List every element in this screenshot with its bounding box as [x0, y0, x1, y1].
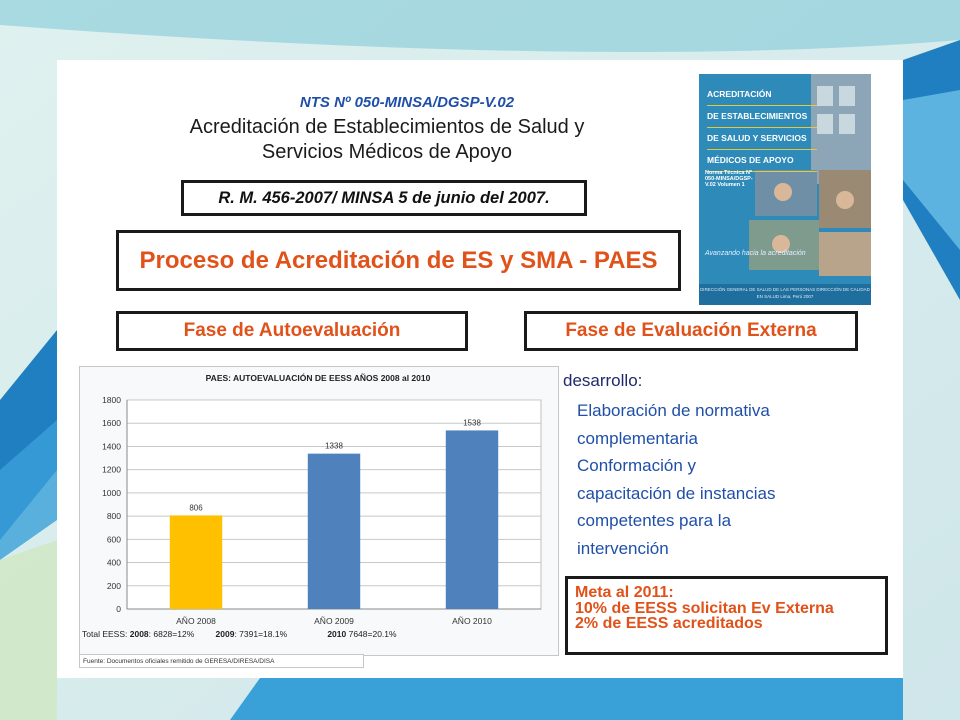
- cover-title-line: DE SALUD Y SERVICIOS: [707, 128, 817, 150]
- stats-label: Total EESS:: [82, 629, 128, 639]
- goal-line-external: 10% de EESS solicitan Ev Externa: [575, 599, 834, 617]
- y-tick-label: 1400: [102, 441, 121, 451]
- bar: [307, 453, 361, 609]
- x-tick-label: AÑO 2008: [176, 616, 216, 626]
- total-eess-stats: Total EESS: 2008: 6828=12% 2009: 7391=18…: [82, 629, 397, 639]
- x-tick-label: AÑO 2009: [314, 616, 354, 626]
- process-title-box: Proceso de Acreditación de ES y SMA - PA…: [116, 230, 681, 291]
- y-tick-label: 1600: [102, 418, 121, 428]
- bar-value-label: 806: [189, 503, 203, 512]
- stats-year-2008: 2008: [129, 629, 149, 639]
- bar: [445, 430, 499, 609]
- cover-subtitle: Norma Técnica Nº 050-MINSA/DGSP-V.02 Vol…: [705, 170, 753, 188]
- development-line: competentes para la: [577, 511, 732, 530]
- x-tick-label: AÑO 2010: [452, 616, 492, 626]
- bar-chart: 0 200 400 600 800 1000 1200 1400 1600 1800 806 AÑO …: [102, 395, 542, 626]
- chart-title: PAES: AUTOEVALUACIÓN DE EESS AÑOS 2008 a…: [205, 373, 431, 383]
- y-tick-label: 1200: [102, 465, 121, 475]
- development-line: capacitación de instancias: [577, 483, 776, 503]
- norm-code: NTS Nº 050-MINSA/DGSP-V.02: [299, 94, 515, 111]
- development-line: intervención: [577, 538, 669, 558]
- publication-cover-image: ACREDITACIÓN DE ESTABLECIMIENTOS DE SALU…: [699, 74, 871, 305]
- norm-title: Acreditación de Establecimientos de Salu…: [147, 115, 627, 165]
- chart-source-note: Fuente: Documentos oficiales remitido de…: [79, 654, 364, 668]
- development-line: Elaboración de normativa: [577, 401, 770, 420]
- y-tick-label: 800: [107, 511, 121, 521]
- stats-value-2008: : 6828=12%: [148, 629, 195, 639]
- process-title: Proceso de Acreditación de ES y SMA - PA…: [139, 247, 658, 274]
- phase-external-evaluation-label: Fase de Evaluación Externa: [565, 320, 817, 341]
- goal-line-accredited: 2% de EESS acreditados: [575, 615, 763, 632]
- cover-footer: DIRECCIÓN GENERAL DE SALUD DE LAS PERSON…: [699, 284, 871, 305]
- phase-external-evaluation-box: Fase de Evaluación Externa: [524, 311, 858, 351]
- norm-title-line1: Acreditación de Establecimientos de Salu…: [189, 116, 585, 138]
- bar-value-label: 1338: [325, 442, 343, 451]
- y-tick-label: 1000: [102, 488, 121, 498]
- goal-heading: Meta al 2011:: [575, 584, 674, 601]
- y-tick-label: 400: [107, 558, 121, 568]
- bar-value-label: 1538: [463, 418, 481, 427]
- y-tick-label: 600: [107, 534, 121, 544]
- cover-title-line: MÉDICOS DE APOYO: [707, 150, 817, 172]
- resolution-box: R. M. 456-2007/ MINSA 5 de junio del 200…: [181, 180, 587, 216]
- stats-year-2009: 2009: [215, 629, 235, 639]
- stats-year-2010: 2010: [327, 629, 347, 639]
- cover-title-line: ACREDITACIÓN: [707, 84, 817, 106]
- cover-title-line: DE ESTABLECIMIENTOS: [707, 106, 817, 128]
- goal-2011-box: Meta al 2011: 10% de EESS solicitan Ev E…: [565, 576, 888, 655]
- slide-content: NTS Nº 050-MINSA/DGSP-V.02 Acreditación …: [57, 60, 903, 678]
- phase-self-evaluation-box: Fase de Autoevaluación: [116, 311, 468, 351]
- y-tick-label: 0: [116, 604, 121, 614]
- phase-self-evaluation-label: Fase de Autoevaluación: [183, 320, 401, 341]
- cover-title: ACREDITACIÓN DE ESTABLECIMIENTOS DE SALU…: [707, 84, 817, 172]
- development-list: Elaboración de normativa complementaria …: [577, 397, 857, 562]
- y-tick-label: 200: [107, 581, 121, 591]
- stats-value-2009: : 7391=18.1%: [234, 629, 288, 639]
- norm-title-line2: Servicios Médicos de Apoyo: [261, 141, 513, 163]
- bar: [169, 515, 223, 609]
- cover-photo-collage: [699, 74, 871, 305]
- stats-value-2010: 7648=20.1%: [346, 629, 397, 639]
- development-heading: desarrollo:: [563, 371, 643, 390]
- y-tick-label: 1800: [102, 395, 121, 405]
- development-line: Conformación y: [577, 456, 697, 475]
- resolution-text: R. M. 456-2007/ MINSA 5 de junio del 200…: [218, 189, 550, 207]
- development-line: complementaria: [577, 428, 698, 448]
- cover-tagline: Avanzando hacia la acreditación: [705, 250, 806, 257]
